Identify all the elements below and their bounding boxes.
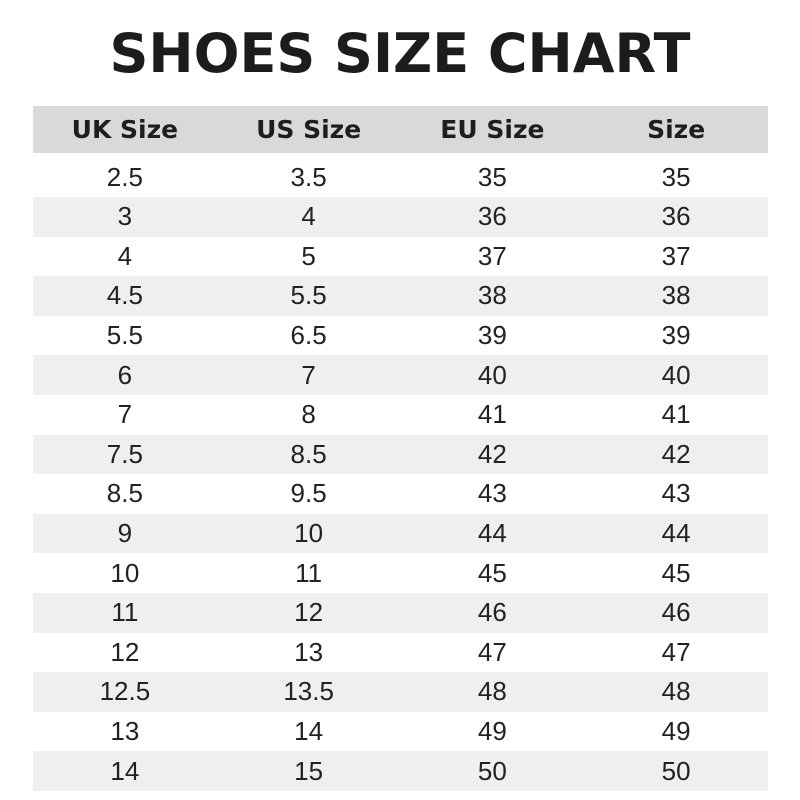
uk-size-cell: 2.5 <box>106 161 143 192</box>
table-row: 6 7 40 40 <box>33 355 768 395</box>
size-cell: 47 <box>661 636 691 667</box>
us-size-cell: 6.5 <box>290 320 327 351</box>
uk-size-cell: 14 <box>110 755 140 786</box>
us-size-cell: 3.5 <box>290 161 327 192</box>
us-size-cell: 13 <box>294 636 324 667</box>
us-size-cell: 5 <box>301 240 316 271</box>
size-cell: 45 <box>661 557 691 588</box>
size-cell: 42 <box>661 438 691 469</box>
size-cell: 38 <box>661 280 691 311</box>
us-size-cell: 14 <box>294 716 324 747</box>
eu-size-cell: 39 <box>477 320 507 351</box>
table-header-row: UK Size US Size EU Size Size <box>33 106 768 153</box>
size-table: UK Size US Size EU Size Size 2.5 3.5 35 35 3… <box>33 106 768 791</box>
eu-size-cell: 43 <box>477 478 507 509</box>
size-cell: 39 <box>661 320 691 351</box>
uk-size-cell: 5.5 <box>106 320 143 351</box>
eu-size-cell: 37 <box>477 240 507 271</box>
table-row: 5.5 6.5 39 39 <box>33 316 768 356</box>
eu-size-cell: 36 <box>477 201 507 232</box>
header-eu-size: EU Size <box>440 115 545 144</box>
eu-size-cell: 45 <box>477 557 507 588</box>
eu-size-cell: 40 <box>477 359 507 390</box>
table-row: 13 14 49 49 <box>33 712 768 752</box>
size-cell: 49 <box>661 716 691 747</box>
us-size-cell: 5.5 <box>290 280 327 311</box>
us-size-cell: 12 <box>294 597 324 628</box>
eu-size-cell: 48 <box>477 676 507 707</box>
size-cell: 41 <box>661 399 691 430</box>
uk-size-cell: 6 <box>117 359 133 390</box>
size-cell: 40 <box>661 359 691 390</box>
uk-size-cell: 7.5 <box>106 438 143 469</box>
us-size-cell: 15 <box>294 755 324 786</box>
table-row: 7 8 41 41 <box>33 395 768 435</box>
eu-size-cell: 46 <box>477 597 507 628</box>
size-cell: 50 <box>661 755 691 786</box>
uk-size-cell: 7 <box>117 399 133 430</box>
uk-size-cell: 13 <box>110 716 140 747</box>
us-size-cell: 4 <box>301 201 316 232</box>
header-uk-size: UK Size <box>71 115 179 144</box>
us-size-cell: 9.5 <box>290 478 327 509</box>
uk-size-cell: 12.5 <box>99 676 151 707</box>
eu-size-cell: 41 <box>477 399 507 430</box>
table-row: 14 15 50 50 <box>33 751 768 791</box>
table-row: 8.5 9.5 43 43 <box>33 474 768 514</box>
eu-size-cell: 49 <box>477 716 507 747</box>
table-row: 11 12 46 46 <box>33 592 768 633</box>
size-cell: 36 <box>661 201 691 232</box>
table-row: 2.5 3.5 35 35 <box>33 153 768 197</box>
us-size-cell: 8 <box>301 399 316 430</box>
uk-size-cell: 3 <box>117 201 133 232</box>
table-row: 9 10 44 44 <box>33 513 768 554</box>
us-size-cell: 7 <box>301 359 316 390</box>
uk-size-cell: 12 <box>110 636 140 667</box>
eu-size-cell: 47 <box>477 636 507 667</box>
us-size-cell: 10 <box>294 518 324 549</box>
eu-size-cell: 35 <box>477 161 507 192</box>
size-cell: 44 <box>661 518 691 549</box>
eu-size-cell: 50 <box>477 755 507 786</box>
size-cell: 48 <box>661 676 691 707</box>
table-row: 12 13 47 47 <box>33 633 768 673</box>
uk-size-cell: 10 <box>110 557 140 588</box>
eu-size-cell: 44 <box>477 518 507 549</box>
table-row: 12.5 13.5 48 48 <box>33 672 768 712</box>
size-cell: 43 <box>661 478 691 509</box>
eu-size-cell: 42 <box>477 438 507 469</box>
table-row: 3 4 36 36 <box>33 197 768 237</box>
size-cell: 46 <box>661 597 691 628</box>
size-cell: 35 <box>661 161 691 192</box>
table-row: 4.5 5.5 38 38 <box>33 276 768 316</box>
us-size-cell: 8.5 <box>290 438 327 469</box>
uk-size-cell: 4 <box>117 240 133 271</box>
table-row: 7.5 8.5 42 42 <box>33 434 768 475</box>
size-cell: 37 <box>661 240 691 271</box>
us-size-cell: 13.5 <box>283 676 334 707</box>
uk-size-cell: 11 <box>111 597 139 628</box>
table-row: 4 5 37 37 <box>33 237 768 277</box>
uk-size-cell: 8.5 <box>106 478 143 509</box>
eu-size-cell: 38 <box>477 280 507 311</box>
us-size-cell: 11 <box>295 557 323 588</box>
header-size: Size <box>647 115 706 144</box>
header-us-size: US Size <box>256 115 362 144</box>
uk-size-cell: 9 <box>117 518 133 549</box>
table-row: 10 11 45 45 <box>33 553 768 593</box>
page-title: SHOES SIZE CHART <box>109 22 691 85</box>
uk-size-cell: 4.5 <box>106 280 143 311</box>
